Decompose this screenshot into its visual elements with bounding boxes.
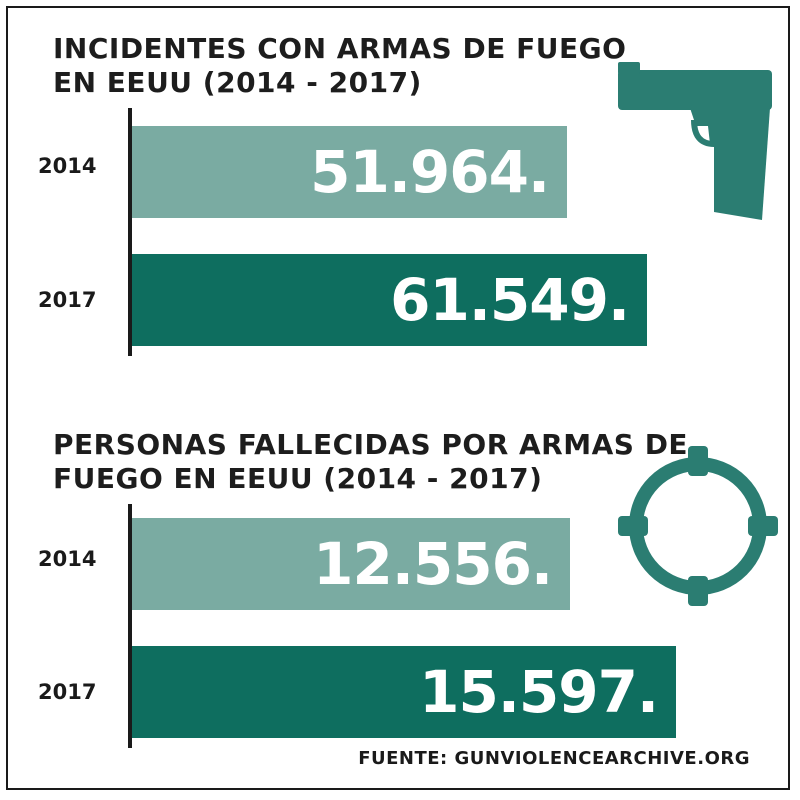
category-label: 2014 — [38, 547, 97, 571]
bar-value-label: 12.556. — [313, 530, 553, 598]
bar-value-label: 51.964. — [310, 138, 550, 206]
bar-2017: 15.597. — [132, 646, 676, 738]
chart-title-incidents: INCIDENTES CON ARMAS DE FUEGO EN EEUU (2… — [53, 32, 627, 99]
bar-2014: 12.556. — [132, 518, 570, 610]
axis-line — [128, 108, 132, 356]
axis-line — [128, 504, 132, 748]
panel-incidents: INCIDENTES CON ARMAS DE FUEGO EN EEUU (2… — [8, 8, 788, 408]
source-note: FUENTE: GUNVIOLENCEARCHIVE.ORG — [358, 748, 750, 769]
panel-deaths: PERSONAS FALLECIDAS POR ARMAS DE FUEGO E… — [8, 408, 788, 788]
bar-2014: 51.964. — [132, 126, 567, 218]
chart-title-deaths: PERSONAS FALLECIDAS POR ARMAS DE FUEGO E… — [53, 428, 689, 495]
category-label: 2017 — [38, 288, 97, 312]
pistol-icon — [618, 62, 772, 220]
infographic: INCIDENTES CON ARMAS DE FUEGO EN EEUU (2… — [6, 6, 790, 790]
category-label: 2014 — [38, 154, 97, 178]
bar-value-label: 61.549. — [390, 266, 630, 334]
crosshair-icon — [618, 446, 778, 606]
bar-value-label: 15.597. — [419, 658, 659, 726]
bar-2017: 61.549. — [132, 254, 647, 346]
category-label: 2017 — [38, 680, 97, 704]
